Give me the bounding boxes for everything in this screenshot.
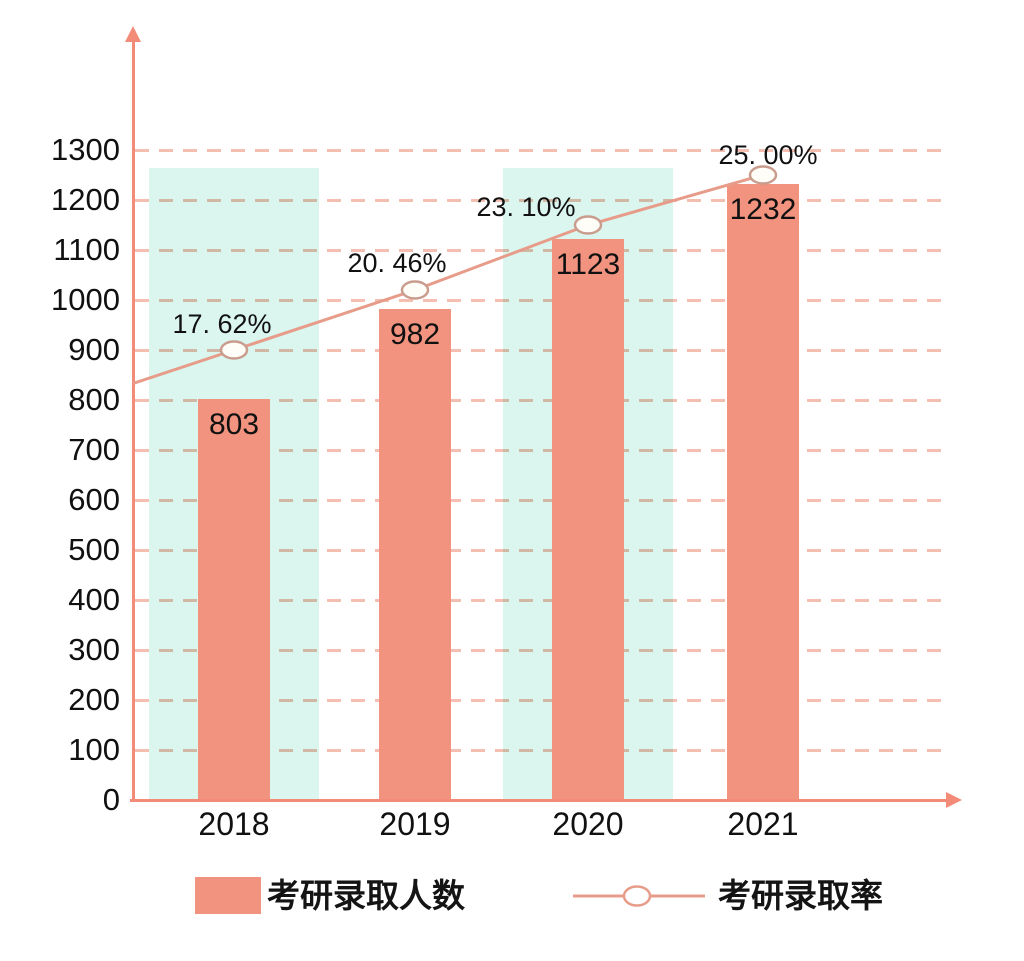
bar: [198, 398, 270, 799]
y-axis-tick-label: 1300: [51, 132, 120, 167]
gridline: [135, 398, 942, 402]
y-axis-tick-label: 0: [102, 782, 120, 817]
y-axis-tick-label: 600: [68, 482, 120, 517]
gridline: [135, 248, 942, 252]
y-axis-tick-label: 400: [68, 582, 120, 617]
bar: [379, 309, 451, 799]
gridline: [135, 348, 942, 352]
bar: [727, 184, 799, 799]
gridline: [135, 598, 942, 602]
x-axis-tick-label: 2018: [198, 806, 270, 842]
line-point-percent-label: 25. 00%: [718, 140, 818, 170]
gridline: [135, 748, 942, 752]
line-point-marker: [400, 280, 430, 300]
gridline: [135, 498, 942, 502]
bar-value-label: 1232: [729, 193, 797, 226]
line-point-percent-label: 23. 10%: [476, 192, 576, 222]
legend-label-line-series: 考研录取率: [718, 877, 883, 914]
x-axis-tick-label: 2021: [727, 806, 799, 842]
y-axis-arrow-icon: [125, 26, 141, 42]
legend-label-bar-series: 考研录取人数: [267, 877, 465, 914]
legend-bar-swatch: [195, 877, 261, 914]
gridline: [135, 648, 942, 652]
y-axis-tick-label: 200: [68, 682, 120, 717]
line-point-percent-label: 20. 46%: [347, 248, 447, 278]
x-axis-arrow-icon: [946, 792, 962, 808]
y-axis-tick-label: 700: [68, 432, 120, 467]
bar-value-label: 982: [389, 318, 441, 351]
y-axis-tick-label: 1000: [51, 282, 120, 317]
bar-value-label: 803: [208, 407, 260, 441]
y-axis-tick-label: 100: [68, 732, 120, 767]
gridline: [135, 698, 942, 702]
x-axis-line: [130, 798, 948, 802]
y-axis-line: [131, 40, 135, 802]
y-axis-tick-label: 500: [68, 532, 120, 567]
line-point-percent-label: 17. 62%: [172, 309, 272, 339]
x-axis-tick-label: 2019: [379, 806, 451, 842]
y-axis-tick-label: 900: [68, 332, 120, 367]
y-axis-tick-label: 300: [68, 632, 120, 667]
bar-value-label: 1123: [555, 247, 621, 281]
y-axis-tick-label: 1100: [53, 232, 120, 267]
y-axis-tick-label: 800: [68, 382, 120, 417]
y-axis-tick-label: 1200: [51, 182, 120, 217]
legend-line-swatch: [573, 885, 705, 907]
gridline: [135, 448, 942, 452]
gridline: [135, 148, 942, 152]
gridline: [135, 298, 942, 302]
x-axis-tick-label: 2020: [552, 806, 624, 842]
gridline: [135, 548, 942, 552]
bar: [552, 238, 624, 799]
